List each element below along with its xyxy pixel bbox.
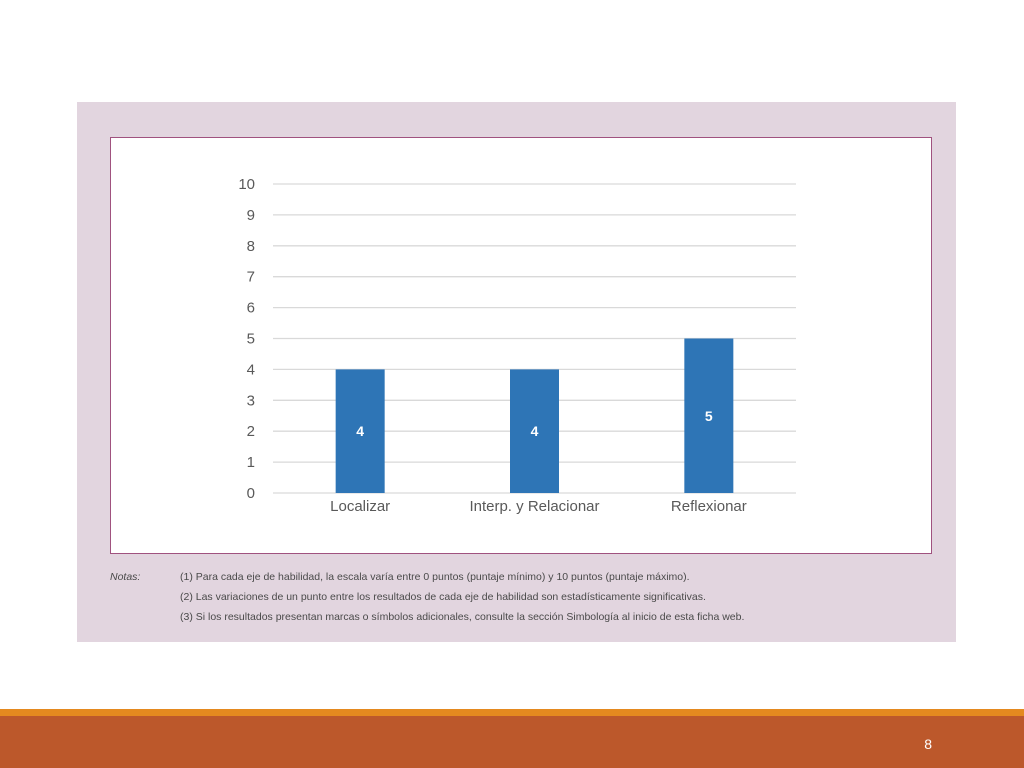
note-line-1: (1) Para cada eje de habilidad, la escal… [180, 571, 690, 583]
y-tick-label: 7 [247, 269, 255, 286]
bar [335, 369, 385, 493]
y-tick-label: 5 [247, 331, 255, 348]
y-tick-label: 1 [247, 454, 255, 471]
notes-list: (1) Para cada eje de habilidad, la escal… [180, 567, 744, 627]
note-line-3: (3) Si los resultados presentan marcas o… [180, 611, 745, 623]
bar [684, 338, 734, 493]
y-tick-label: 8 [247, 238, 255, 255]
page-number: 8 [924, 736, 932, 752]
y-tick-label: 2 [247, 423, 255, 440]
bar-data-label: 4 [531, 423, 539, 439]
y-tick-label: 6 [247, 300, 255, 317]
y-tick-label: 0 [247, 485, 255, 502]
note-line-2: (2) Las variaciones de un punto entre lo… [180, 591, 706, 603]
chart-container: 0 1 2 3 4 5 6 7 8 9 10 4 Localizar 4 Interp. y Relacio… [110, 137, 932, 554]
notes-label: Notas: [110, 571, 141, 583]
x-category-label: Reflexionar [671, 498, 747, 515]
footer-bar: 8 [0, 716, 1024, 768]
y-tick-label: 3 [247, 392, 255, 409]
content-panel: 0 1 2 3 4 5 6 7 8 9 10 4 Localizar 4 Interp. y Relacio… [77, 102, 956, 642]
x-category-label: Localizar [330, 498, 390, 515]
y-tick-label: 9 [247, 207, 255, 224]
y-tick-label: 10 [238, 176, 255, 193]
bar-data-label: 5 [705, 408, 713, 424]
x-category-label: Interp. y Relacionar [469, 498, 599, 515]
bar-chart: 0 1 2 3 4 5 6 7 8 9 10 4 Localizar 4 Interp. y Relacio… [238, 176, 796, 515]
y-tick-label: 4 [247, 361, 255, 378]
footer-accent-stripe [0, 709, 1024, 716]
bar-data-label: 4 [356, 423, 364, 439]
bar [510, 369, 559, 493]
